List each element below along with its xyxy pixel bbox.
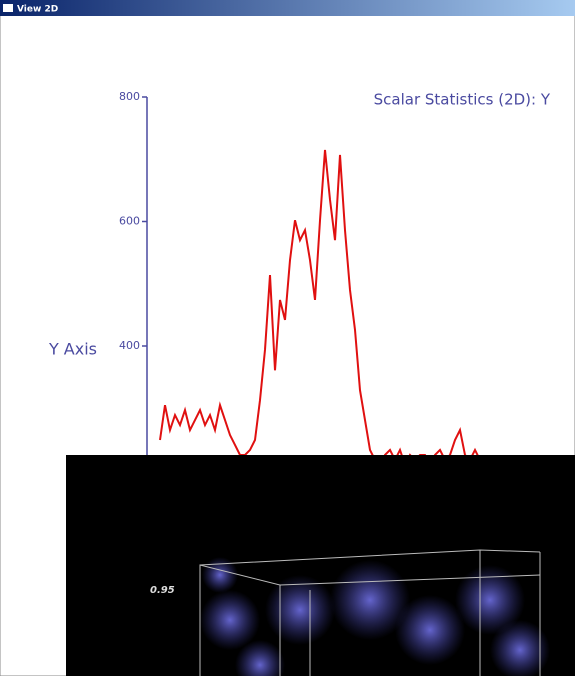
- y-tick-label: 400: [119, 339, 140, 352]
- window-title: View 2D: [17, 5, 58, 15]
- bounding-box: [199, 549, 541, 676]
- volume-blob: [395, 595, 465, 665]
- volume-blob: [330, 560, 410, 640]
- volume-blob: [455, 565, 525, 635]
- chart-title: Scalar Statistics (2D): Y: [374, 91, 551, 109]
- y-axis-label: Y Axis: [48, 340, 97, 359]
- volume-blob: [235, 640, 285, 680]
- render-view: 0.95: [66, 455, 575, 680]
- volume-blob: [265, 575, 335, 645]
- window-icon: [3, 4, 13, 12]
- render-label: 0.95: [150, 585, 175, 596]
- y-tick-label: 800: [119, 90, 140, 103]
- title-bar: [0, 0, 575, 16]
- volume-blob: [490, 620, 550, 680]
- y-tick-label: 600: [119, 215, 140, 228]
- volume-blob: [202, 557, 238, 593]
- volume-blob: [200, 590, 260, 650]
